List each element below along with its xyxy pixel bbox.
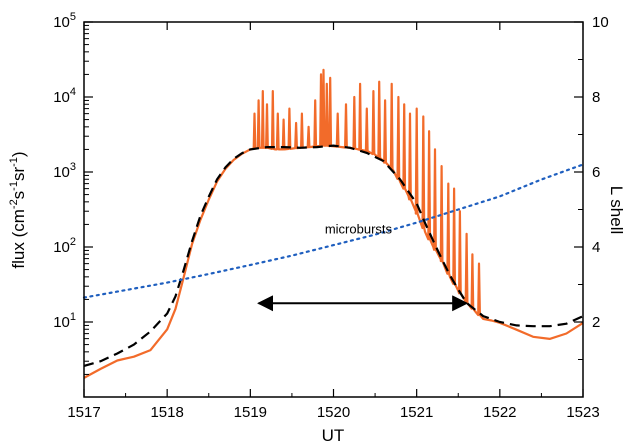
annotation-label: microbursts: [325, 221, 393, 236]
x-tick-label: 1522: [483, 404, 516, 421]
y-tick-label: 101: [53, 311, 76, 331]
y-axis-label-right: L shell: [607, 186, 626, 235]
y-right-tick-label: 4: [592, 239, 600, 256]
series-flux-measured: [83, 68, 584, 379]
ticks-layer: [83, 21, 584, 397]
y-tick-label: 103: [53, 161, 76, 181]
y-right-tick-label: 8: [592, 89, 600, 106]
y-axis-label: flux (cm-2s-1sr-1): [8, 151, 28, 268]
labels-layer: 1517 1518 1519 1520 1521 1522 1523101102103104…: [53, 11, 609, 421]
x-tick-label: 1518: [150, 404, 183, 421]
annotation-layer: microbursts: [257, 221, 469, 312]
x-tick-label: 1520: [317, 404, 350, 421]
x-tick-label: 1521: [400, 404, 433, 421]
x-tick-label: 1517: [67, 404, 100, 421]
y-tick-label: 102: [53, 236, 76, 256]
y-right-tick-label: 10: [592, 14, 609, 31]
y-right-tick-label: 6: [592, 164, 600, 181]
y-tick-label: 104: [53, 86, 76, 106]
x-axis-label: UT: [322, 426, 345, 445]
y-tick-label: 105: [53, 11, 76, 31]
series-l-shell: [82, 163, 585, 299]
x-tick-label: 1519: [234, 404, 267, 421]
x-tick-label: 1523: [566, 404, 599, 421]
series-flux-fit: [83, 144, 584, 367]
series-layer: [82, 68, 585, 379]
y-right-tick-label: 2: [592, 314, 600, 331]
